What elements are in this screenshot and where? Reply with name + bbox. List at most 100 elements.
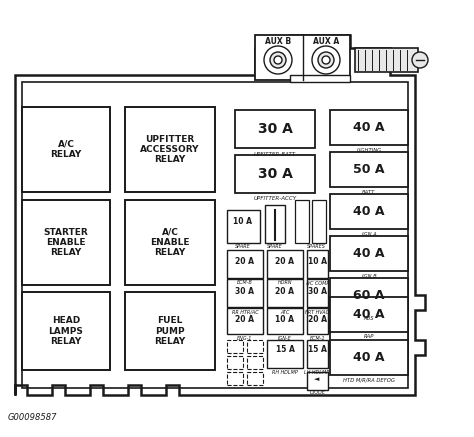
- Text: 40 A: 40 A: [353, 121, 385, 134]
- Text: 50 A: 50 A: [353, 163, 385, 176]
- Bar: [125, 200, 215, 285]
- Text: 20 A: 20 A: [236, 257, 255, 267]
- Text: UPFITTER-BATT: UPFITTER-BATT: [254, 152, 296, 156]
- Bar: [227, 372, 243, 385]
- Text: LIGHTING: LIGHTING: [356, 148, 382, 153]
- Text: ◄: ◄: [314, 376, 319, 382]
- Text: 15 A: 15 A: [308, 346, 327, 354]
- Bar: [227, 210, 260, 243]
- Text: UPFITTER
ACCESSORY
RELAY: UPFITTER ACCESSORY RELAY: [140, 135, 200, 164]
- Bar: [125, 292, 215, 370]
- Bar: [235, 155, 315, 193]
- Text: IGN B: IGN B: [362, 274, 376, 278]
- Bar: [290, 75, 350, 82]
- Bar: [267, 250, 303, 278]
- Text: IGN-E: IGN-E: [278, 336, 292, 341]
- Text: ENG-1: ENG-1: [237, 336, 253, 341]
- Text: A/C COMP: A/C COMP: [305, 281, 330, 285]
- Bar: [330, 320, 408, 355]
- Bar: [227, 308, 263, 334]
- Text: ECM-1: ECM-1: [310, 336, 325, 341]
- Bar: [247, 340, 263, 353]
- Text: 20 A: 20 A: [275, 287, 294, 295]
- Text: BATT: BATT: [362, 190, 376, 194]
- Bar: [330, 278, 408, 313]
- Text: 30 A: 30 A: [257, 122, 292, 136]
- Text: STARTER
ENABLE
RELAY: STARTER ENABLE RELAY: [44, 228, 88, 257]
- Bar: [22, 82, 408, 388]
- Text: FUEL
PUMP
RELAY: FUEL PUMP RELAY: [155, 316, 186, 346]
- Text: 40 A: 40 A: [353, 351, 385, 364]
- Text: ATC: ATC: [280, 309, 290, 315]
- Bar: [227, 250, 263, 278]
- Text: 15 A: 15 A: [275, 346, 294, 354]
- Bar: [247, 356, 263, 369]
- Bar: [227, 340, 243, 353]
- Circle shape: [322, 56, 330, 64]
- Bar: [255, 35, 350, 80]
- Text: 20 A: 20 A: [308, 315, 327, 323]
- Bar: [312, 200, 326, 243]
- Bar: [235, 110, 315, 148]
- Text: 20 A: 20 A: [275, 257, 294, 267]
- Text: AUX A: AUX A: [313, 38, 339, 46]
- Bar: [330, 236, 408, 271]
- Bar: [330, 110, 408, 145]
- PathPatch shape: [15, 35, 425, 395]
- Text: 40 A: 40 A: [353, 205, 385, 218]
- Bar: [295, 200, 309, 243]
- Text: 40 A: 40 A: [353, 247, 385, 260]
- Bar: [227, 356, 243, 369]
- Text: A/C
RELAY: A/C RELAY: [50, 140, 82, 159]
- Text: 10 A: 10 A: [234, 218, 253, 226]
- Circle shape: [312, 46, 340, 74]
- Text: 30 A: 30 A: [236, 287, 255, 295]
- Bar: [22, 200, 110, 285]
- Text: SPARE: SPARE: [267, 244, 283, 250]
- Circle shape: [274, 56, 282, 64]
- Text: SPARE: SPARE: [235, 244, 251, 250]
- Circle shape: [270, 52, 286, 68]
- Text: A/C
ENABLE
RELAY: A/C ENABLE RELAY: [150, 228, 190, 257]
- Bar: [227, 279, 263, 307]
- Text: 30 A: 30 A: [257, 167, 292, 181]
- Text: LH HDLMP: LH HDLMP: [304, 370, 329, 375]
- Bar: [307, 308, 328, 334]
- Bar: [267, 308, 303, 334]
- Text: 10 A: 10 A: [308, 257, 327, 267]
- Text: ECM-B: ECM-B: [237, 281, 253, 285]
- Bar: [22, 107, 110, 192]
- Text: FRT HVAC: FRT HVAC: [306, 309, 329, 315]
- Bar: [307, 279, 328, 307]
- Circle shape: [318, 52, 334, 68]
- Bar: [267, 340, 303, 368]
- Text: 10 A: 10 A: [275, 315, 294, 323]
- Bar: [265, 205, 285, 243]
- Bar: [307, 340, 328, 368]
- Bar: [355, 48, 418, 72]
- Bar: [307, 372, 328, 390]
- Text: 40 A: 40 A: [353, 308, 385, 321]
- Text: ABS: ABS: [364, 316, 374, 320]
- Bar: [125, 107, 215, 192]
- Bar: [330, 152, 408, 187]
- Bar: [330, 194, 408, 229]
- Circle shape: [264, 46, 292, 74]
- Text: 60 A: 60 A: [353, 289, 385, 302]
- Text: IGN A: IGN A: [362, 232, 376, 236]
- Text: RAP: RAP: [364, 334, 374, 340]
- Bar: [307, 250, 328, 278]
- Circle shape: [412, 52, 428, 68]
- Text: UPFITTER-ACCY: UPFITTER-ACCY: [254, 197, 297, 201]
- Bar: [267, 279, 303, 307]
- Text: HTD M/R/RA DEFOG: HTD M/R/RA DEFOG: [343, 378, 395, 382]
- Bar: [330, 297, 408, 332]
- Bar: [22, 292, 110, 370]
- Text: SPARES: SPARES: [307, 244, 326, 250]
- Text: HEAD
LAMPS
RELAY: HEAD LAMPS RELAY: [48, 316, 83, 346]
- Bar: [247, 372, 263, 385]
- Text: G00098587: G00098587: [8, 413, 57, 422]
- Text: RH HDLMP: RH HDLMP: [272, 370, 298, 375]
- Bar: [330, 340, 408, 375]
- Text: HORN: HORN: [278, 281, 292, 285]
